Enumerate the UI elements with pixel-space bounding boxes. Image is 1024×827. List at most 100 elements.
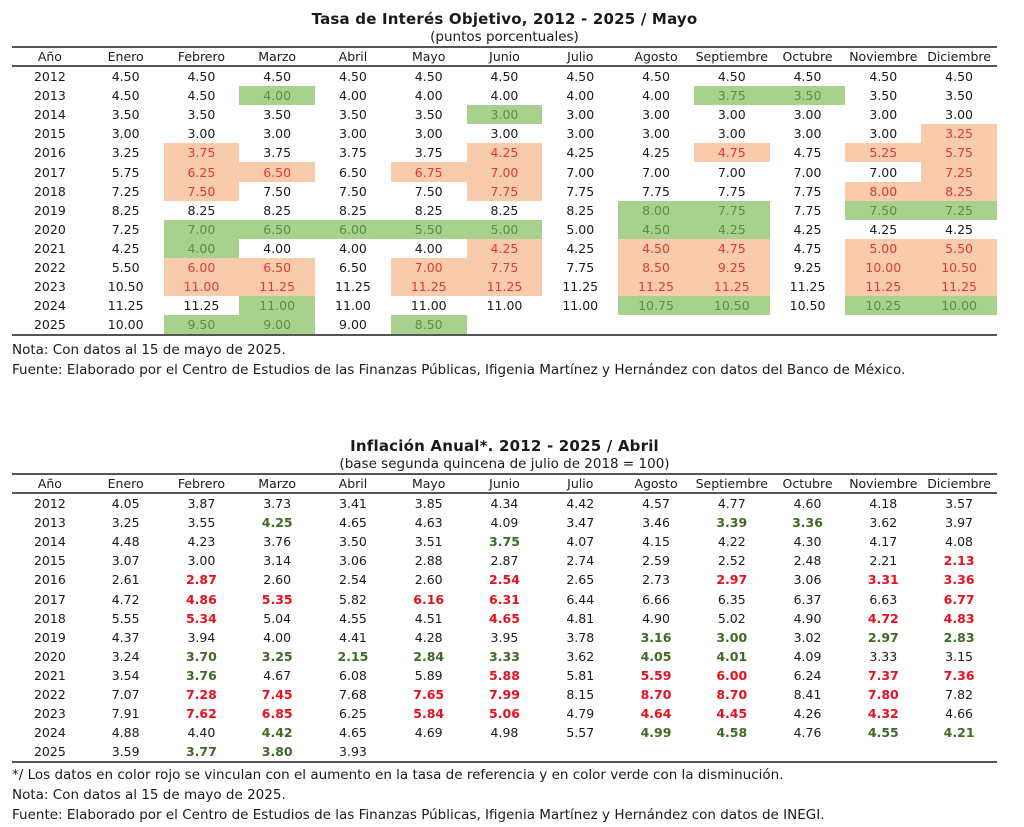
column-header: Octubre [769,46,846,67]
value-cell: 9.00 [239,315,316,337]
value-cell: 4.25 [642,145,670,161]
value-cell: 5.50 [921,238,997,258]
value-cell: 3.50 [339,534,367,550]
value-cell: 11.25 [693,277,770,297]
column-header: Julio [542,46,619,67]
year-cell: 2020 [33,221,66,237]
value-cell: 7.75 [793,183,822,199]
value-cell: 4.25 [945,221,974,237]
value-cell: 3.25 [261,648,293,664]
value-cell: 3.75 [414,145,443,161]
value-cell: 4.34 [490,496,519,512]
value-cell [693,315,770,337]
value-cell: 3.70 [185,648,217,664]
value-cell: 3.25 [921,124,997,144]
value-cell: 3.75 [263,145,292,161]
value-cell: 3.06 [793,572,822,588]
value-cell: 4.50 [945,69,974,85]
value-cell: 3.59 [87,742,164,764]
value-cell: 3.55 [187,515,216,531]
value-cell: 3.75 [489,534,520,550]
value-cell: 2.88 [414,553,443,569]
value-cell: 4.00 [339,88,367,104]
value-cell: 7.62 [185,706,217,722]
value-cell: 2.74 [566,553,595,569]
value-cell: 5.84 [413,706,445,722]
value-cell: 11.00 [410,298,447,314]
value-cell: 3.80 [239,742,316,764]
inflation-table-source: Fuente: Elaborado por el Centro de Estud… [12,807,825,824]
value-cell: 8.50 [618,257,694,278]
value-cell: 4.67 [263,667,292,683]
value-cell: 2.48 [793,553,822,569]
value-cell: 3.00 [717,107,746,123]
value-cell: 11.00 [486,298,523,314]
value-cell: 4.90 [642,610,670,626]
value-cell: 11.00 [239,296,316,316]
value-cell: 4.25 [566,145,595,161]
table-row: 2014 4.48 4.23 3.76 3.50 3.51 3.75 4.07 4.15 4.22… [12,532,997,551]
column-header: Año [12,473,88,494]
value-cell: 3.31 [867,572,899,588]
value-cell: 4.65 [489,610,520,626]
value-cell: 6.77 [943,591,975,607]
value-cell: 4.25 [869,221,898,237]
value-cell: 7.75 [693,200,770,220]
table-row: 2021 4.25 4.00 4.00 4.00 4.00 4.25 4.25 4.50 4.75… [12,238,997,258]
value-cell: 6.50 [239,219,316,239]
value-cell: 5.89 [414,667,443,683]
value-cell: 3.07 [111,553,140,569]
value-cell: 6.66 [642,591,670,607]
value-cell: 3.85 [414,496,443,512]
value-cell: 4.50 [490,69,519,85]
value-cell: 8.25 [921,181,997,201]
value-cell: 5.55 [111,610,140,626]
value-cell: 3.00 [414,126,443,142]
table-row: 2023 10.50 11.00 11.25 11.25 11.25 11.25 11.25 1… [12,277,997,297]
value-cell: 6.08 [339,667,367,683]
value-cell: 4.25 [111,240,140,256]
value-cell: 4.65 [339,725,367,741]
value-cell: 6.63 [869,591,898,607]
table-row: 2023 7.91 7.62 6.85 6.25 5.84 5.06 4.79 4.64 4.45… [12,704,997,723]
value-cell: 7.25 [111,221,140,237]
value-cell: 5.00 [566,221,595,237]
value-cell: 5.50 [390,219,467,239]
year-cell: 2022 [33,686,66,702]
value-cell: 4.79 [566,706,595,722]
year-cell: 2012 [33,69,66,85]
year-cell: 2024 [33,725,66,741]
value-cell: 4.50 [263,69,292,85]
value-cell: 3.62 [869,515,898,531]
value-cell: 3.75 [339,145,367,161]
column-header: Noviembre [845,473,922,494]
year-cell: 2014 [33,534,66,550]
value-cell: 4.50 [717,69,746,85]
value-cell: 11.25 [562,279,599,295]
value-cell: 10.75 [618,296,694,316]
rate-table-header: Año Enero Febrero Marzo Abril Mayo Junio Julio A… [12,46,997,67]
value-cell: 7.37 [867,667,899,683]
value-cell: 3.00 [945,107,974,123]
value-cell: 3.25 [111,515,140,531]
column-header: Febrero [163,473,240,494]
value-cell: 3.41 [339,496,367,512]
value-cell: 4.30 [793,534,822,550]
value-cell: 7.00 [566,164,595,180]
value-cell: 4.75 [793,145,822,161]
value-cell: 8.25 [414,202,443,218]
column-header: Mayo [390,473,467,494]
value-cell: 11.00 [163,277,240,297]
value-cell: 3.00 [566,126,595,142]
value-cell: 4.55 [867,725,899,741]
value-cell: 3.54 [111,667,140,683]
value-cell: 3.00 [793,126,822,142]
value-cell: 5.04 [263,610,292,626]
year-cell: 2016 [33,145,66,161]
value-cell: 3.16 [640,629,672,645]
value-cell [769,742,846,764]
value-cell: 2.60 [263,572,292,588]
value-cell [693,742,770,764]
value-cell: 4.50 [618,219,694,239]
column-header: Marzo [239,46,316,67]
